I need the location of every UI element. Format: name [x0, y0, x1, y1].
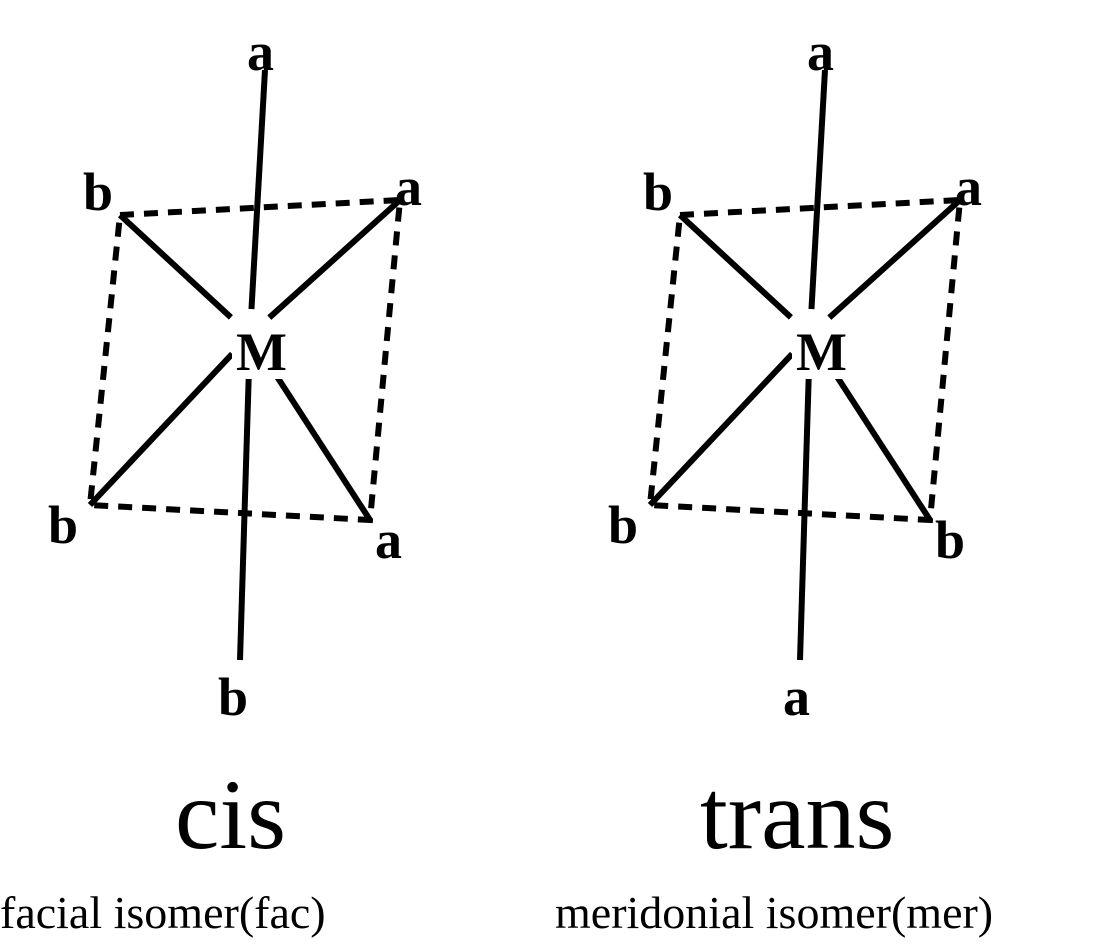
cis-label-bottom: b — [218, 670, 248, 724]
trans-bond-top — [811, 70, 825, 309]
trans-label-tr: a — [955, 160, 982, 214]
trans-structure — [0, 0, 1120, 944]
cis-label-br: a — [375, 513, 402, 567]
cis-title: cis — [175, 765, 286, 865]
trans-subtitle: meridonial isomer(mer) — [555, 890, 993, 936]
cis-label-tr: a — [395, 160, 422, 214]
trans-label-tl: b — [643, 165, 673, 219]
cis-metal-label: M — [232, 325, 291, 379]
diagram-canvas: M a b a b a b M a b a b b a cis facial i… — [0, 0, 1120, 944]
cis-label-bl: b — [48, 498, 78, 552]
trans-label-top: a — [807, 25, 834, 79]
trans-label-bl: b — [608, 498, 638, 552]
trans-label-bottom: a — [783, 670, 810, 724]
cis-subtitle: facial isomer(fac) — [0, 890, 326, 936]
trans-bond-tl — [680, 215, 791, 317]
trans-bond-bl — [650, 354, 792, 505]
trans-title: trans — [700, 765, 894, 865]
trans-metal-label: M — [792, 325, 851, 379]
trans-bond-tr — [829, 200, 960, 318]
cis-label-top: a — [247, 25, 274, 79]
trans-label-br: b — [935, 513, 965, 567]
cis-label-tl: b — [83, 165, 113, 219]
